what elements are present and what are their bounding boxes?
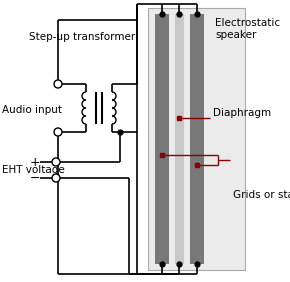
Bar — [190, 14, 204, 264]
Circle shape — [54, 128, 62, 136]
Circle shape — [52, 158, 60, 166]
Text: +: + — [30, 155, 40, 169]
Text: −: − — [30, 171, 40, 184]
Text: Electrostatic
speaker: Electrostatic speaker — [215, 18, 280, 40]
Text: EHT voltage: EHT voltage — [2, 165, 65, 175]
Bar — [155, 14, 169, 264]
Circle shape — [52, 174, 60, 182]
Circle shape — [54, 80, 62, 88]
Text: Grids or stators: Grids or stators — [233, 190, 290, 200]
Text: Step-up transformer: Step-up transformer — [29, 32, 135, 42]
Bar — [175, 14, 184, 264]
Bar — [148, 8, 245, 270]
Text: Audio input: Audio input — [2, 105, 62, 115]
Text: Diaphragm: Diaphragm — [213, 108, 271, 118]
